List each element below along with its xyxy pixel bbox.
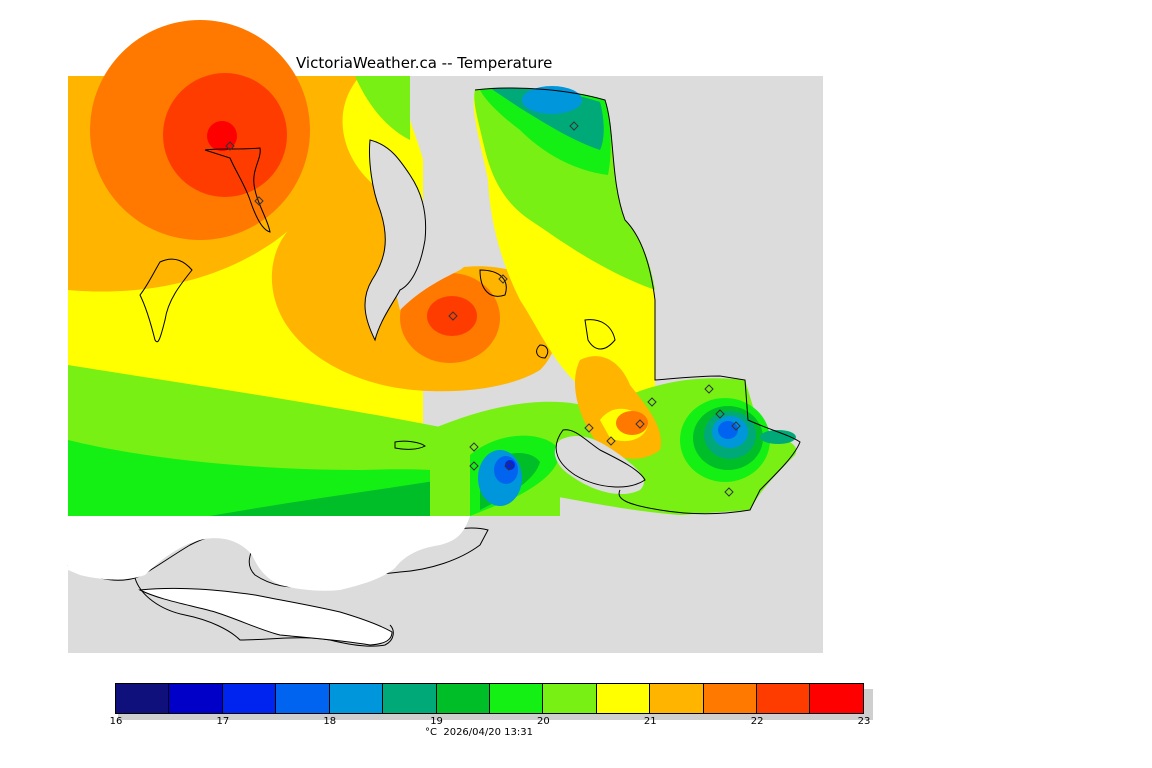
- station-marker: [704, 384, 714, 394]
- legend-tick-label: 22: [750, 716, 764, 727]
- station-marker: [469, 442, 479, 452]
- legend-swatch: [596, 684, 651, 713]
- legend-swatch: [383, 684, 437, 713]
- station-marker: [469, 461, 479, 471]
- legend-swatch: [703, 684, 758, 713]
- station-marker: [606, 436, 616, 446]
- temperature-field-central: [385, 266, 557, 392]
- station-marker: [731, 421, 741, 431]
- legend-tick-label: 21: [643, 716, 657, 727]
- station-marker: [504, 461, 514, 471]
- station-marker: [254, 196, 264, 206]
- legend-tick-label: 17: [216, 716, 230, 727]
- legend-swatch: [650, 684, 704, 713]
- temperature-field-southeast: [430, 356, 797, 516]
- station-marker: [225, 141, 235, 151]
- legend-tick-label: 23: [857, 716, 871, 727]
- station-marker: [569, 121, 579, 131]
- legend-swatch: [222, 684, 277, 713]
- legend-tick-label: 18: [323, 716, 337, 727]
- legend-swatch: [276, 684, 330, 713]
- chart-title: VictoriaWeather.ca -- Temperature: [296, 54, 553, 72]
- station-marker: [724, 487, 734, 497]
- legend-swatch: [543, 684, 597, 713]
- legend-tick-label: 20: [537, 716, 550, 727]
- temperature-field-north: [473, 86, 655, 400]
- legend-swatch: [489, 684, 544, 713]
- us-land: [68, 516, 470, 646]
- station-markers[interactable]: [225, 121, 741, 497]
- legend-swatch: [116, 684, 170, 713]
- station-marker: [584, 423, 594, 433]
- legend-caption: °C 2026/04/20 13:31: [425, 727, 533, 738]
- station-marker: [448, 311, 458, 321]
- station-marker: [498, 274, 508, 284]
- color-legend: [115, 683, 864, 714]
- legend-swatch: [436, 684, 490, 713]
- legend-swatch: [329, 684, 384, 713]
- legend-swatch: [169, 684, 223, 713]
- legend-tick-label: 16: [109, 716, 123, 727]
- temperature-field-west: [68, 20, 560, 516]
- station-marker: [647, 397, 657, 407]
- legend-swatch: [810, 684, 863, 713]
- station-marker: [635, 419, 645, 429]
- station-marker: [715, 409, 725, 419]
- legend-swatch: [757, 684, 811, 713]
- legend-tick-label: 19: [430, 716, 443, 727]
